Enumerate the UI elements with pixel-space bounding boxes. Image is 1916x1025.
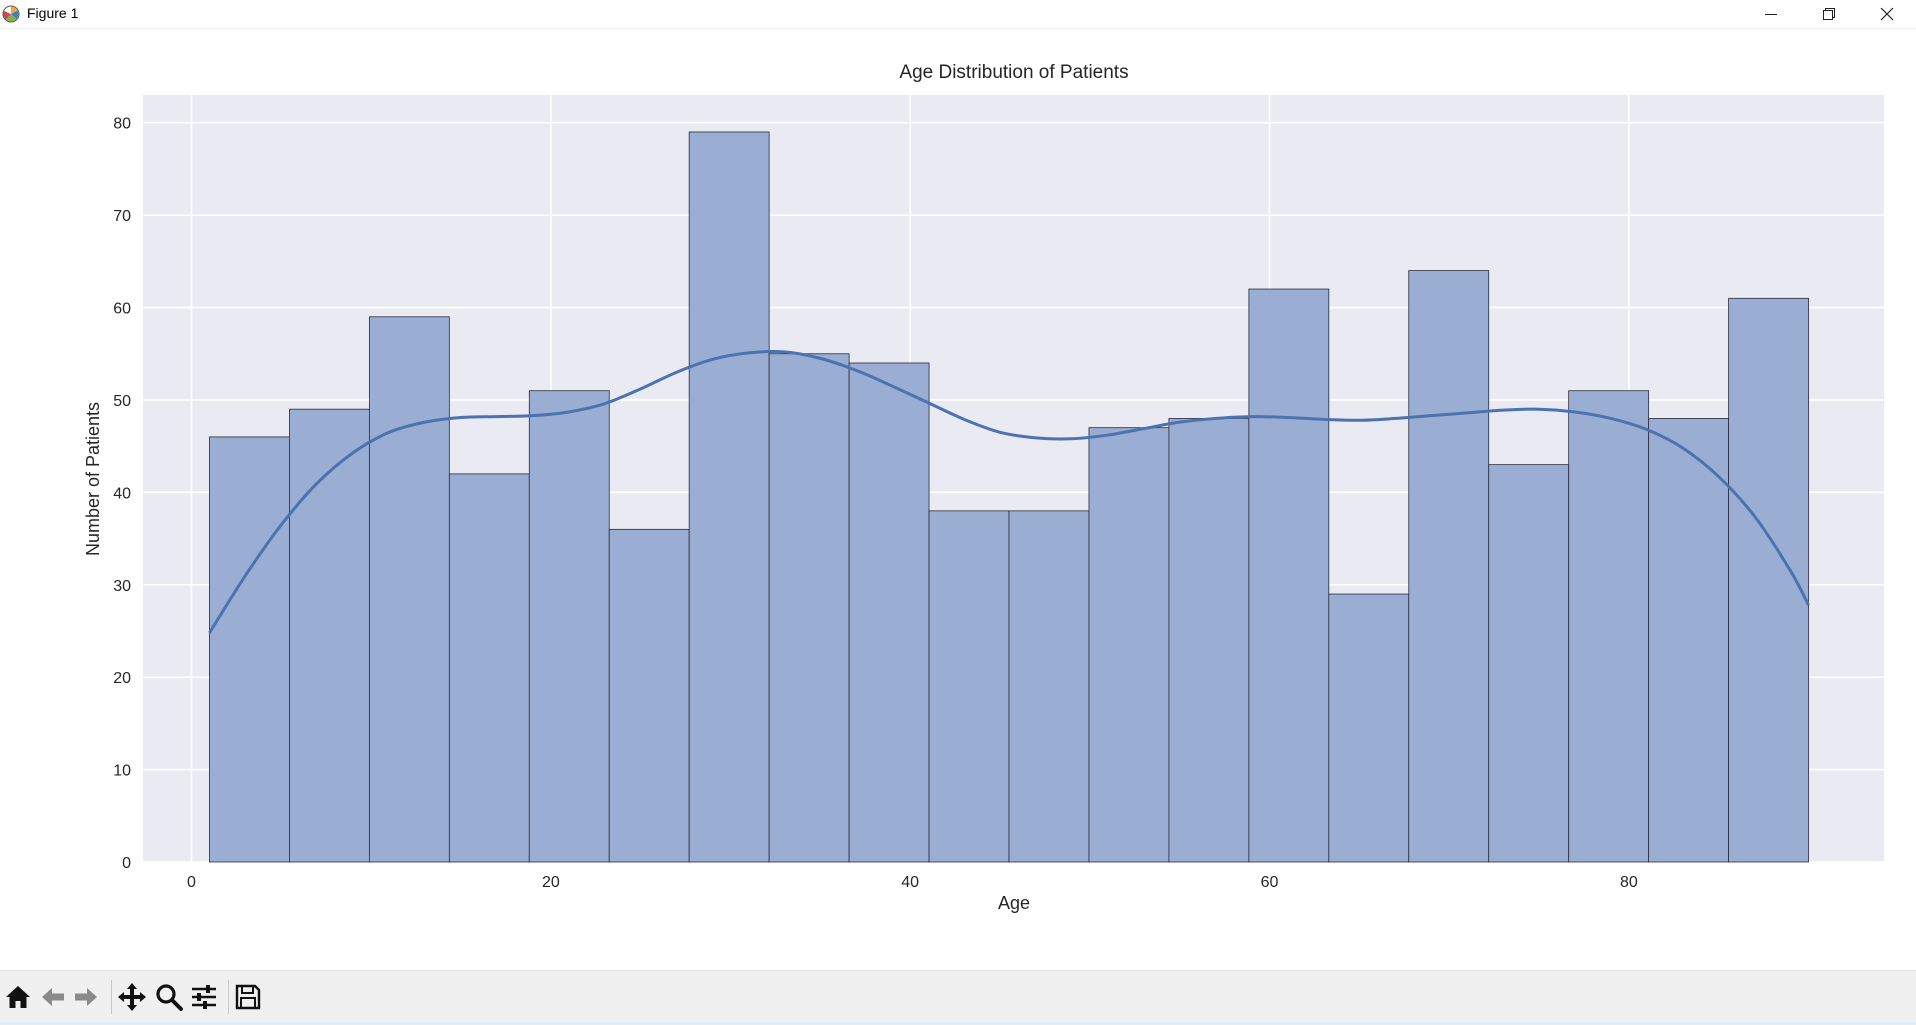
histogram-bar: [1328, 593, 1410, 863]
figure-canvas[interactable]: 0 20 40 60 80 0 10 20 30 40 50 60 70 80 Age Distributi…: [0, 29, 1916, 970]
sliders-icon: [192, 985, 216, 1009]
forward-button[interactable]: [70, 981, 102, 1013]
minimize-button[interactable]: [1742, 0, 1800, 28]
title-bar: Figure 1: [0, 0, 1916, 29]
window-bottom-edge: [0, 1022, 1916, 1025]
axis-ticks: 0 20 40 60 80 0 10 20 30 40 50 60 70 80: [113, 116, 1638, 891]
y-tick-label: 50: [113, 393, 131, 410]
navigation-toolbar: [0, 970, 1916, 1023]
x-tick-label: 40: [901, 874, 919, 891]
arrow-left-icon: [42, 988, 64, 1006]
chart-title: Age Distribution of Patients: [899, 62, 1128, 83]
histogram-bar: [1168, 418, 1250, 863]
y-axis-label: Number of Patients: [83, 402, 103, 556]
x-tick-label: 20: [542, 874, 560, 891]
histogram-bar: [768, 353, 850, 863]
x-tick-label: 60: [1261, 874, 1279, 891]
magnifier-icon: [156, 984, 183, 1011]
histogram-bar: [1408, 270, 1490, 863]
move-arrows-icon: [118, 983, 146, 1011]
close-button[interactable]: [1858, 0, 1916, 28]
histogram-bar: [368, 316, 450, 863]
kde-curve: [208, 349, 1810, 634]
floppy-disk-icon: [235, 984, 261, 1010]
histogram-bar: [448, 473, 530, 863]
y-tick-label: 10: [113, 763, 131, 780]
configure-subplots-button[interactable]: [188, 981, 220, 1013]
minimize-icon: [1765, 14, 1777, 15]
histogram-bar: [848, 362, 930, 863]
y-tick-label: 60: [113, 301, 131, 318]
histogram-bar: [209, 436, 290, 863]
zoom-button[interactable]: [153, 981, 185, 1013]
histogram-bar: [928, 510, 1010, 863]
histogram-bar: [688, 131, 770, 863]
x-axis-label: Age: [998, 893, 1030, 913]
y-tick-label: 20: [113, 670, 131, 687]
histogram-bar: [1488, 464, 1570, 863]
histogram-bars: [209, 131, 1809, 863]
pan-button[interactable]: [116, 981, 148, 1013]
y-tick-label: 80: [113, 116, 131, 133]
back-button[interactable]: [37, 981, 69, 1013]
x-tick-label: 80: [1620, 874, 1638, 891]
histogram-bar: [1248, 288, 1330, 863]
home-button[interactable]: [2, 981, 34, 1013]
y-tick-label: 30: [113, 578, 131, 595]
restore-button[interactable]: [1800, 0, 1858, 28]
histogram-bar: [1008, 510, 1090, 863]
matplotlib-logo-icon: [2, 5, 20, 23]
y-tick-label: 70: [113, 208, 131, 225]
window-title: Figure 1: [27, 5, 79, 21]
toolbar-separator: [111, 980, 112, 1014]
arrow-right-icon: [75, 988, 97, 1006]
restore-icon: [1823, 8, 1835, 20]
toolbar-separator: [228, 980, 229, 1014]
histogram-bar: [608, 528, 690, 863]
histogram-bar: [289, 408, 370, 863]
histogram-bar: [528, 390, 610, 863]
save-button[interactable]: [232, 981, 264, 1013]
histogram-bar: [1648, 418, 1729, 863]
histogram-bar: [1568, 390, 1650, 863]
home-icon: [6, 986, 30, 1008]
histogram-bar: [1088, 427, 1170, 863]
x-tick-label: 0: [187, 874, 196, 891]
y-tick-label: 40: [113, 485, 131, 502]
y-tick-label: 0: [122, 855, 131, 872]
close-icon: [1880, 7, 1894, 21]
